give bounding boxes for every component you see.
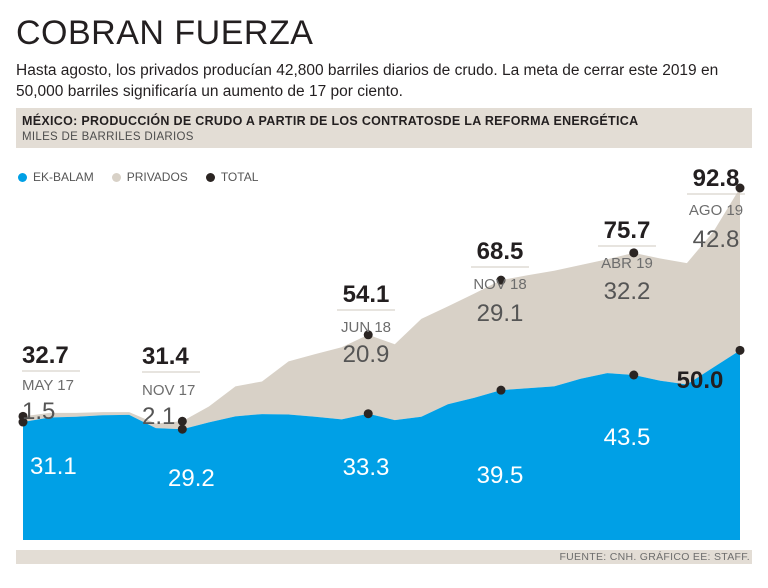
legend-item-ek-balam: EK-BALAM	[18, 170, 94, 184]
date-label-nov-17: NOV 17	[142, 382, 195, 399]
date-label-ago-19: AGO 19	[689, 202, 743, 219]
ek-balam-label-abr-19: 43.5	[604, 424, 651, 451]
ek-balam-label-ago-19: 50.0	[677, 367, 724, 394]
total-point-ago-19	[735, 183, 745, 193]
ek-balam-point-abr-19	[629, 370, 639, 380]
ek-balam-area	[23, 350, 740, 540]
footer-band	[16, 550, 752, 564]
privados-label-ago-19: 42.8	[693, 226, 740, 253]
total-label-nov-17: 31.4	[142, 343, 189, 370]
ek-balam-label-may-17: 31.1	[30, 453, 77, 480]
privados-label-nov-18: 29.1	[477, 300, 524, 327]
band-title: MÉXICO: PRODUCCIÓN DE CRUDO A PARTIR DE …	[22, 114, 639, 128]
legend: EK-BALAM PRIVADOS TOTAL	[18, 170, 276, 184]
total-point-abr-19	[629, 248, 639, 258]
date-label-jun-18: JUN 18	[341, 319, 391, 336]
chart-title: COBRAN FUERZA	[16, 14, 314, 52]
band-subtitle: MILES DE BARRILES DIARIOS	[22, 131, 194, 143]
date-label-abr-19: ABR 19	[601, 255, 653, 272]
legend-item-total: TOTAL	[205, 170, 259, 184]
total-point-nov-17	[177, 416, 187, 426]
ek-balam-label-nov-18: 39.5	[477, 462, 524, 489]
legend-swatch-total	[205, 172, 215, 182]
total-label-abr-19: 75.7	[604, 217, 651, 244]
total-label-nov-18: 68.5	[477, 238, 524, 265]
total-point-jun-18	[363, 330, 373, 340]
ek-balam-point-may-17	[18, 417, 28, 427]
legend-label-total: TOTAL	[220, 170, 259, 184]
legend-label-privados: PRIVADOS	[126, 170, 188, 184]
date-label-may-17: MAY 17	[22, 377, 74, 394]
total-label-ago-19: 92.8	[693, 165, 740, 192]
legend-swatch-privados	[111, 172, 121, 182]
header-band: MÉXICO: PRODUCCIÓN DE CRUDO A PARTIR DE …	[16, 108, 752, 148]
chart-subtitle: Hasta agosto, los privados producían 42,…	[16, 62, 719, 100]
legend-item-privados: PRIVADOS	[111, 170, 188, 184]
privados-label-nov-17: 2.1	[142, 403, 175, 430]
ek-balam-point-jun-18	[363, 409, 373, 419]
legend-swatch-ek-balam	[18, 172, 27, 182]
ek-balam-point-nov-17	[177, 424, 187, 434]
ek-balam-point-nov-18	[496, 385, 506, 395]
privados-label-jun-18: 20.9	[343, 341, 390, 368]
ek-balam-label-nov-17: 29.2	[168, 465, 215, 492]
privados-area	[23, 188, 740, 430]
legend-label-ek-balam: EK-BALAM	[33, 170, 94, 184]
privados-label-abr-19: 32.2	[604, 278, 651, 305]
source-note: FUENTE: CNH. GRÁFICO EE: STAFF.	[559, 551, 750, 563]
ek-balam-label-jun-18: 33.3	[343, 454, 390, 481]
total-point-nov-18	[496, 275, 506, 285]
privados-label-may-17: 1.5	[22, 398, 55, 425]
total-label-jun-18: 54.1	[343, 281, 390, 308]
ek-balam-point-ago-19	[735, 345, 745, 355]
date-label-nov-18: NOV 18	[473, 276, 526, 293]
total-label-may-17: 32.7	[22, 342, 69, 369]
